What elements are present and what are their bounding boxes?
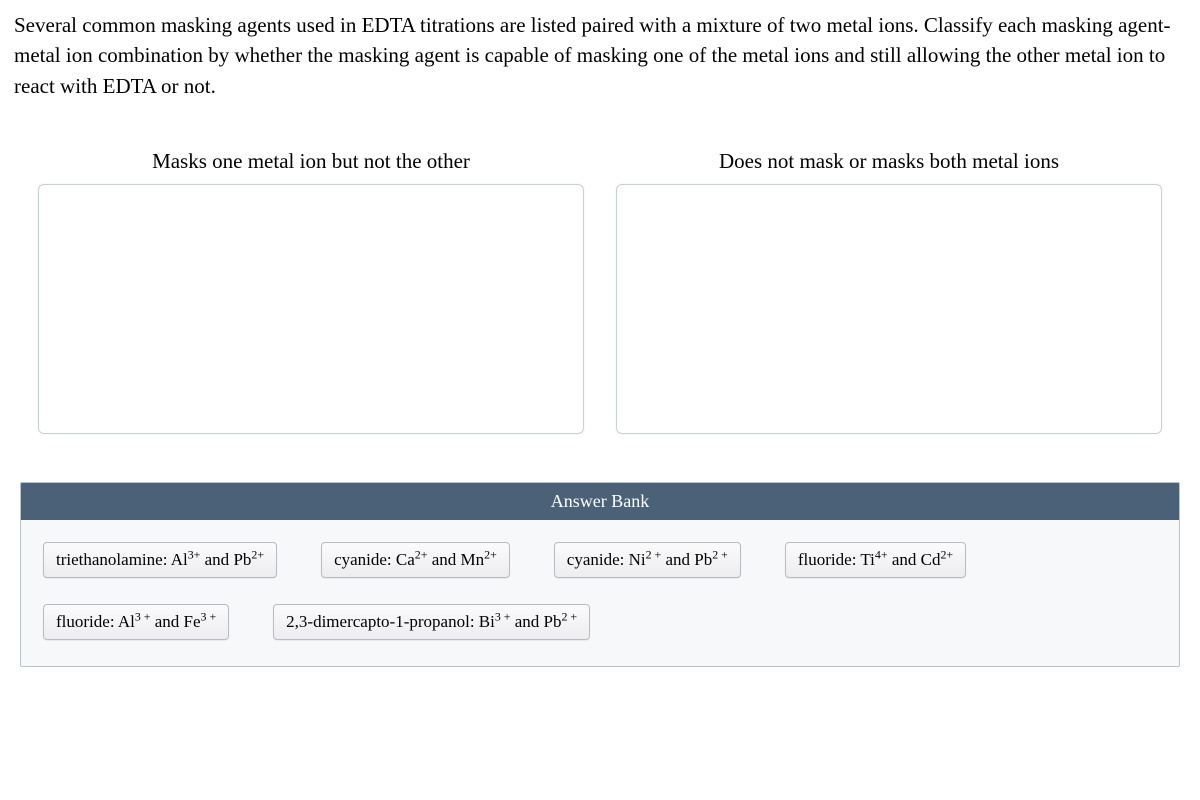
chip-ion1-sup: 3+: [188, 548, 201, 562]
chip-ion1-sup: 2 +: [646, 548, 662, 562]
chip-and: and: [432, 550, 457, 569]
chip-and: and: [155, 612, 180, 631]
chip-ion1-base: Ca: [396, 550, 415, 569]
answer-bank-header: Answer Bank: [21, 483, 1179, 520]
chip-and: and: [205, 550, 230, 569]
chip-ion1-sup: 3 +: [495, 610, 511, 624]
chip-item[interactable]: triethanolamine: Al3+ and Pb2+: [43, 542, 277, 578]
chip-ion1-sup: 2+: [415, 548, 428, 562]
chip-ion2-base: Fe: [184, 612, 201, 631]
chip-ion2-sup: 2 +: [712, 548, 728, 562]
chip-ion1-base: Ti: [860, 550, 875, 569]
drop-header-left: Masks one metal ion but not the other: [152, 149, 470, 174]
chip-ion1-base: Bi: [479, 612, 495, 631]
chip-ion1-base: Al: [118, 612, 135, 631]
chip-item[interactable]: cyanide: Ni2 + and Pb2 +: [554, 542, 741, 578]
chip-and: and: [666, 550, 691, 569]
chip-item[interactable]: fluoride: Ti4+ and Cd2+: [785, 542, 966, 578]
chip-ion2-base: Pb: [544, 612, 562, 631]
chip-ion2-sup: 2+: [484, 548, 497, 562]
chip-item[interactable]: cyanide: Ca2+ and Mn2+: [321, 542, 510, 578]
drop-column-left: Masks one metal ion but not the other: [38, 149, 584, 434]
chip-agent: cyanide: [334, 550, 387, 569]
drop-header-right: Does not mask or masks both metal ions: [719, 149, 1059, 174]
chip-item[interactable]: fluoride: Al3 + and Fe3 +: [43, 604, 229, 640]
chip-agent: 2,3-dimercapto-1-propanol: [286, 612, 470, 631]
chip-ion2-sup: 2 +: [562, 610, 578, 624]
drop-zone-right[interactable]: [616, 184, 1162, 434]
chip-ion2-sup: 2+: [940, 548, 953, 562]
chip-agent: cyanide: [567, 550, 620, 569]
chip-ion2-sup: 3 +: [201, 610, 217, 624]
chip-ion1-base: Ni: [629, 550, 646, 569]
chip-and: and: [892, 550, 917, 569]
drop-zone-left[interactable]: [38, 184, 584, 434]
answer-bank-body: triethanolamine: Al3+ and Pb2+ cyanide: …: [21, 520, 1179, 666]
chip-ion2-base: Cd: [921, 550, 941, 569]
chip-ion2-sup: 2+: [251, 548, 264, 562]
chip-agent: fluoride: [798, 550, 852, 569]
chip-ion1-sup: 3 +: [135, 610, 151, 624]
chip-ion2-base: Mn: [461, 550, 485, 569]
drop-section: Masks one metal ion but not the other Do…: [14, 149, 1186, 434]
chip-agent: triethanolamine: [56, 550, 163, 569]
chip-and: and: [515, 612, 540, 631]
chip-agent: fluoride: [56, 612, 110, 631]
question-text: Several common masking agents used in ED…: [14, 10, 1186, 101]
chip-ion1-base: Al: [171, 550, 188, 569]
chip-item[interactable]: 2,3-dimercapto-1-propanol: Bi3 + and Pb2…: [273, 604, 590, 640]
chip-ion2-base: Pb: [233, 550, 251, 569]
chip-ion1-sup: 4+: [875, 548, 888, 562]
answer-bank: Answer Bank triethanolamine: Al3+ and Pb…: [20, 482, 1180, 667]
chip-ion2-base: Pb: [694, 550, 712, 569]
drop-column-right: Does not mask or masks both metal ions: [616, 149, 1162, 434]
